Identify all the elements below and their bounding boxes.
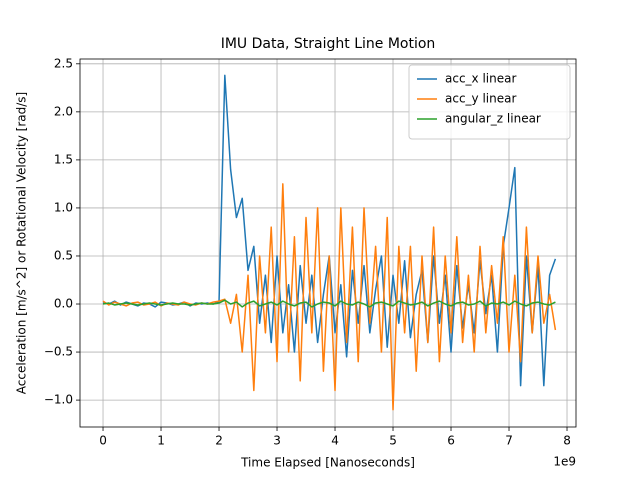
x-tick-label: 5 — [389, 434, 397, 448]
x-tick-label: 2 — [215, 434, 223, 448]
x-tick-label: 1 — [157, 434, 165, 448]
x-tick-label: 4 — [331, 434, 339, 448]
y-tick-label: −1.0 — [44, 393, 73, 407]
x-tick-label: 3 — [273, 434, 281, 448]
x-tick-label: 8 — [563, 434, 571, 448]
legend-box — [408, 64, 571, 140]
y-tick-label: 0.0 — [54, 297, 73, 311]
x-tick-label: 7 — [505, 434, 513, 448]
line-series — [102, 299, 556, 308]
y-tick-label: 1.0 — [54, 200, 73, 214]
x-axis-label: Time Elapsed [Nanoseconds] — [240, 456, 415, 470]
y-tick-label: −0.5 — [44, 345, 73, 359]
y-tick-label: 1.5 — [54, 152, 73, 166]
y-tick-label: 0.5 — [54, 248, 73, 262]
y-axis-label: Acceleration [m/s^2] or Rotational Veloc… — [15, 92, 29, 394]
legend-label: angular_z linear — [445, 112, 541, 126]
plot-frame — [79, 58, 577, 428]
legend-label: acc_x linear — [445, 72, 516, 86]
y-tick-label: 2.5 — [54, 56, 73, 70]
y-tick-label: 2.0 — [54, 104, 73, 118]
x-offset-label: 1e9 — [553, 455, 576, 469]
x-tick-label: 6 — [447, 434, 455, 448]
legend-label: acc_y linear — [445, 92, 516, 106]
line-series — [102, 183, 557, 411]
chart-title: IMU Data, Straight Line Motion — [221, 36, 436, 52]
x-tick-label: 0 — [99, 434, 107, 448]
